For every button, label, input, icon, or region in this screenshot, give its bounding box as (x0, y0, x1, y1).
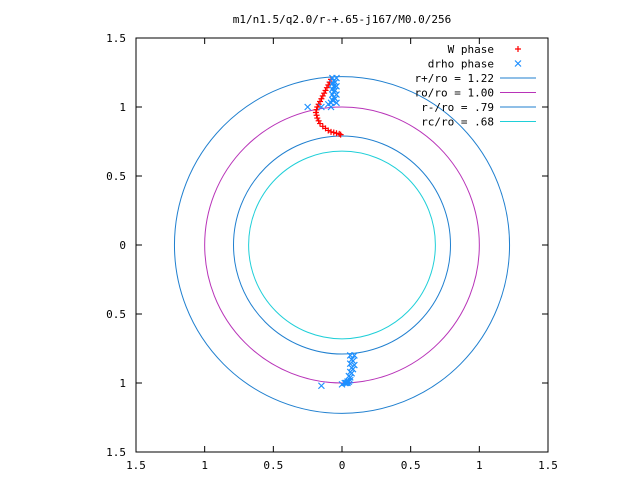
data-point (317, 103, 325, 111)
data-point (349, 365, 357, 373)
chart-title: m1/n1.5/q2.0/r-+.65-j167/M0.0/256 (233, 13, 452, 26)
y-tick-label: 1.5 (106, 446, 126, 459)
y-tick-label: 1 (119, 101, 126, 114)
legend-label: rc/ro = .68 (421, 116, 494, 129)
data-point (321, 90, 328, 97)
x-tick-label: 1 (201, 459, 208, 472)
data-point (333, 130, 340, 137)
legend-entry: r+/ro = 1.22 (415, 72, 536, 85)
y-tick-label: 0 (119, 239, 126, 252)
data-point (323, 84, 330, 91)
series-0 (312, 76, 344, 138)
data-point (333, 91, 340, 99)
data-point (331, 87, 339, 94)
legend-entry: r-/ro = .79 (421, 101, 536, 114)
data-point (336, 130, 343, 137)
legend-entry: drho phase (428, 58, 522, 71)
legend-label: drho phase (428, 58, 494, 71)
data-point (344, 378, 351, 386)
legend-label: W phase (448, 43, 494, 56)
legend-marker (514, 60, 522, 67)
data-point (315, 117, 322, 124)
legend-entry: rc/ro = .68 (421, 116, 536, 129)
data-point (317, 120, 324, 127)
y-tick-label: 0.5 (106, 170, 126, 183)
x-tick-label: 1.5 (538, 459, 558, 472)
data-point (314, 115, 321, 122)
data-point (319, 92, 326, 99)
legend-label: r+/ro = 1.22 (415, 72, 494, 85)
data-point (337, 131, 344, 138)
data-point (317, 382, 325, 390)
data-point (325, 127, 332, 134)
data-point (331, 78, 339, 86)
y-tick-label: 0.5 (106, 308, 126, 321)
legend-label: ro/ro = 1.00 (415, 87, 494, 100)
legend-marker (515, 46, 521, 52)
data-point (314, 104, 321, 110)
data-point (330, 129, 337, 136)
y-tick-label: 1.5 (106, 32, 126, 45)
circle-3 (248, 150, 436, 340)
data-point (304, 103, 312, 111)
circle-0 (173, 76, 511, 414)
legend-entry: ro/ro = 1.00 (415, 87, 536, 100)
x-tick-label: 0 (339, 459, 346, 472)
data-point (328, 128, 335, 135)
legend-label: r-/ro = .79 (421, 101, 494, 114)
x-tick-label: 1.5 (126, 459, 146, 472)
x-tick-label: 1 (476, 459, 483, 472)
data-point (350, 351, 358, 359)
x-tick-label: 0.5 (401, 459, 421, 472)
data-point (348, 369, 356, 377)
series-1 (304, 74, 358, 390)
data-point (333, 82, 340, 90)
circle-1 (204, 106, 480, 384)
data-point (322, 87, 329, 94)
data-point (312, 109, 319, 116)
legend-entry: W phase (448, 43, 521, 56)
data-point (333, 99, 340, 107)
data-point (331, 95, 339, 103)
data-point (327, 103, 335, 111)
x-tick-label: 0.5 (263, 459, 283, 472)
data-point (346, 374, 354, 381)
circle-2 (233, 135, 451, 355)
data-point (333, 74, 340, 82)
y-tick-label: 1 (119, 377, 126, 390)
data-point (318, 95, 325, 102)
data-point (313, 112, 320, 119)
data-point (350, 361, 358, 369)
data-point (349, 357, 357, 365)
data-point (317, 98, 324, 105)
